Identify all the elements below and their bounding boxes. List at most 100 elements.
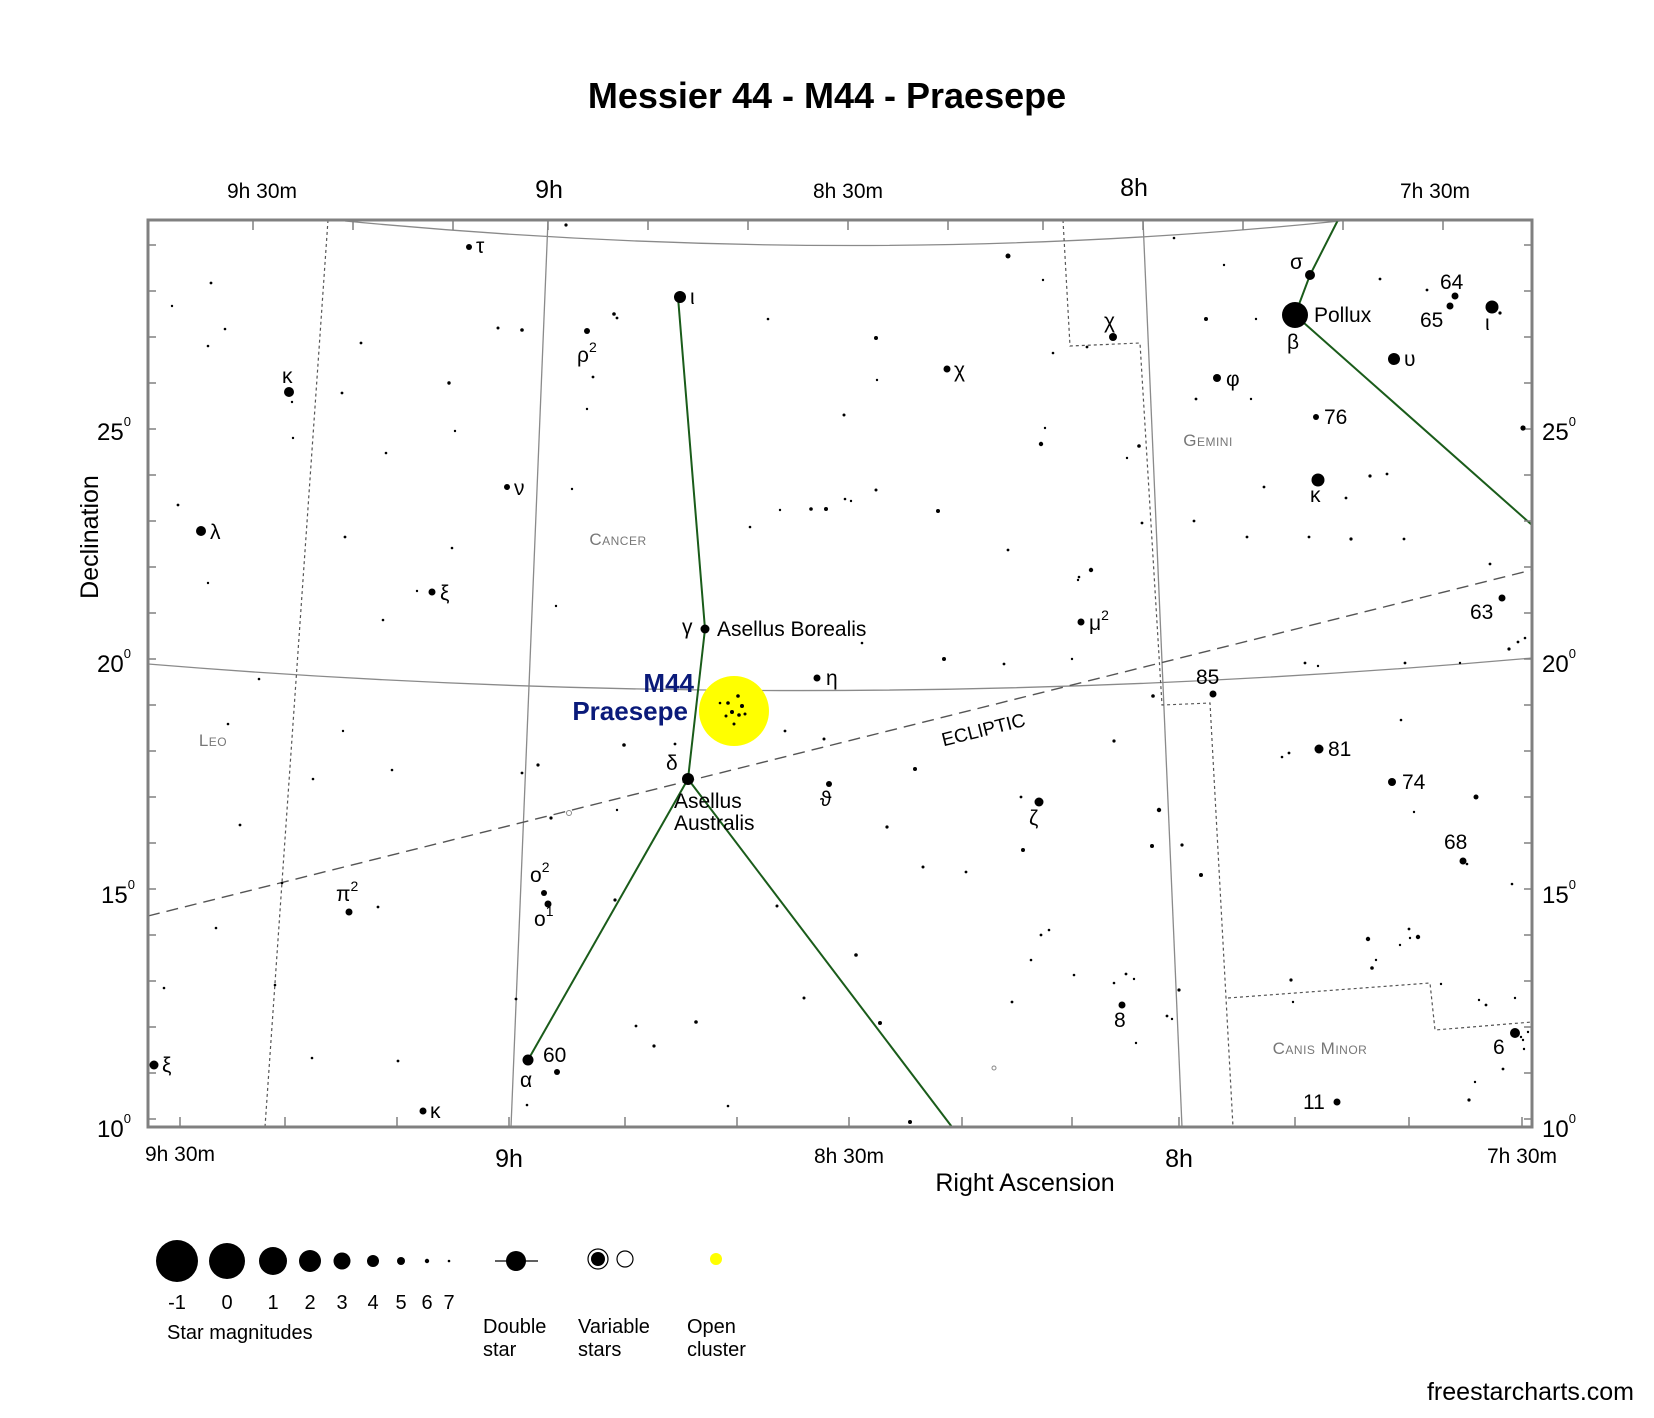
label-85: 85 [1196, 666, 1219, 689]
star-phi-gem [1213, 374, 1221, 382]
label-theta: ϑ [820, 788, 832, 811]
field-star-49 [748, 525, 752, 529]
field-star-81 [1523, 636, 1527, 640]
field-star-106 [549, 816, 553, 820]
star-kappa-gem [1311, 473, 1325, 487]
field-star-164 [1439, 982, 1443, 986]
field-star-65 [1488, 562, 1492, 566]
field-star-58 [1088, 567, 1094, 573]
label-60: 60 [543, 1044, 566, 1067]
legend-magnitude-label-1: 0 [221, 1292, 232, 1314]
star-xi-cnc [428, 588, 436, 596]
dec-labels-left: 250 200 150 100 [97, 414, 135, 1143]
field-star-20 [1051, 351, 1055, 355]
label-zeta: ζ [1029, 807, 1038, 830]
field-star-83 [257, 677, 261, 681]
field-star-9 [223, 327, 227, 331]
field-star-76 [1316, 664, 1320, 668]
credit-link[interactable]: freestarcharts.com [1427, 1378, 1634, 1406]
star-pollux[interactable] [1282, 302, 1308, 328]
dec-left-20: 200 [97, 646, 131, 678]
legend-magnitude-labels: -1 0 1 2 3 4 5 6 7 [168, 1292, 454, 1314]
field-star-95 [1019, 795, 1023, 799]
field-star-163 [1521, 1038, 1525, 1042]
field-star-60 [1192, 519, 1196, 523]
constellation-name-canis-minor: Canis Minor [1273, 1039, 1368, 1058]
field-star-82 [1520, 425, 1526, 431]
star-81-gem [1314, 744, 1324, 754]
legend-double-star-line2: star [483, 1339, 517, 1361]
field-star-148 [1408, 936, 1412, 940]
legend-magnitude-dots [156, 1240, 451, 1282]
field-star-34 [1038, 441, 1044, 447]
field-star-120 [162, 986, 166, 990]
star-mu2-cnc [1077, 618, 1085, 626]
legend-double-star-line1: Double [483, 1316, 546, 1338]
constellation-name-leo: Leo [199, 731, 227, 750]
dec-grid-line-29 [344, 220, 1341, 247]
field-star-125 [634, 1024, 638, 1028]
field-star-75 [1303, 661, 1307, 665]
star-nu-cnc [504, 484, 510, 490]
field-star-151 [1477, 998, 1481, 1002]
star-74-gem [1388, 778, 1396, 786]
label-iota-cnc: ι [690, 286, 695, 309]
field-star-5 [1425, 288, 1429, 292]
legend-magnitude-label-8: 7 [443, 1292, 454, 1314]
field-star-36 [1125, 456, 1129, 460]
label-asellus-borealis: Asellus Borealis [717, 618, 866, 641]
field-star-111 [921, 865, 925, 869]
label-kappa-hya: κ [430, 1100, 441, 1123]
star-asellus-borealis[interactable] [700, 624, 710, 634]
label-pollux-greek: β [1287, 331, 1299, 354]
field-star-137 [1124, 972, 1128, 976]
legend-magnitude-label-7: 6 [421, 1292, 432, 1314]
field-star-107 [615, 808, 619, 812]
field-star-23 [591, 375, 595, 379]
star-asellus-australis[interactable] [682, 773, 694, 785]
field-star-74 [1151, 694, 1155, 698]
field-star-53 [843, 497, 847, 501]
ra-grid-line-8h [1142, 219, 1183, 1128]
field-star-27 [290, 400, 294, 404]
field-star-7 [209, 281, 213, 285]
field-star-29 [453, 429, 457, 433]
star-kappa-leo [284, 387, 294, 397]
m44-highlight[interactable] [699, 676, 769, 746]
field-star-101 [1473, 794, 1479, 800]
field-star-121 [273, 983, 277, 987]
field-star-91 [673, 742, 677, 746]
constellation-name-cancer: Cancer [589, 530, 646, 549]
field-star-138 [1132, 977, 1136, 981]
field-star-158 [1522, 1047, 1526, 1051]
field-star-15 [615, 316, 619, 320]
star-o2-cnc [541, 890, 547, 896]
field-star-84 [226, 722, 230, 726]
star-64-gem [1451, 292, 1459, 300]
star-chi-gem [1109, 333, 1117, 341]
field-star-73 [1070, 657, 1074, 661]
field-star-24 [585, 407, 589, 411]
label-upsilon: υ [1404, 348, 1415, 371]
star-iota-cnc [674, 291, 686, 303]
field-star-13 [520, 328, 524, 332]
label-o1: o1 [534, 903, 554, 931]
field-star-52 [824, 507, 828, 511]
field-star-46 [450, 546, 454, 550]
ra-grid-line-9h [510, 219, 549, 1128]
m44-label-line2: Praesepe [572, 696, 688, 726]
field-star-161 [908, 1120, 912, 1124]
field-star-160 [726, 1104, 730, 1108]
legend-magnitude-label-2: 1 [267, 1292, 278, 1314]
field-star-146 [1374, 958, 1378, 962]
label-lambda: λ [210, 521, 221, 544]
field-star-42 [1344, 496, 1348, 500]
field-star-25 [447, 381, 451, 385]
field-star-157 [1467, 1098, 1471, 1102]
field-star-124 [514, 997, 518, 1001]
dec-labels-right: 250 200 150 100 [1542, 414, 1576, 1143]
field-star-59 [1140, 521, 1144, 525]
field-star-78 [1458, 661, 1462, 665]
field-star-10 [206, 344, 210, 348]
dec-right-25: 250 [1542, 414, 1576, 446]
